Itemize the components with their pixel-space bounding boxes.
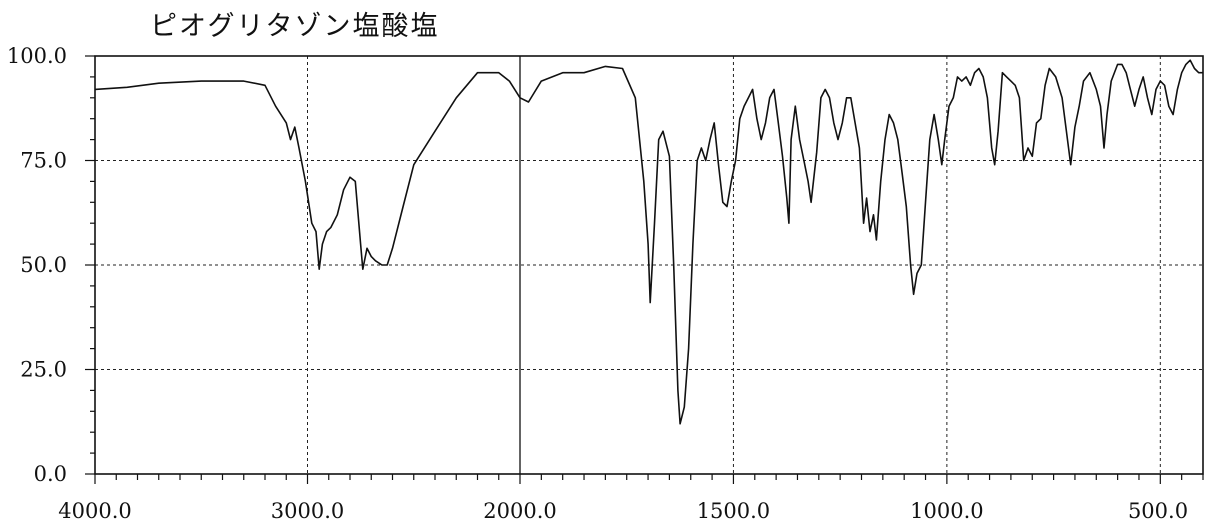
x-tick-label: 1000.0: [910, 499, 983, 523]
y-tick-label: 100.0: [7, 44, 67, 68]
chart-title: ピオグリタゾン塩酸塩: [150, 11, 440, 42]
series-layer: [94, 59, 1203, 425]
y-tick-label: 75.0: [20, 149, 67, 173]
x-tick-label: 1500.0: [697, 499, 770, 523]
y-tick-label: 0.0: [34, 462, 67, 486]
tick-label-layer: 0.0 25.0 50.0 75.0 100.0 4000.0 3000.0 2000.0 15…: [7, 44, 1188, 523]
x-tick-label: 4000.0: [58, 499, 131, 523]
y-tick-label: 50.0: [20, 253, 67, 277]
x-tick-label: 3000.0: [271, 499, 344, 523]
x-tick-label: 500.0: [1128, 499, 1188, 523]
axis-layer: [85, 55, 1204, 484]
y-tick-label: 25.0: [20, 358, 67, 382]
spectrum-line: [94, 59, 1203, 425]
x-tick-label: 2000.0: [483, 499, 556, 523]
